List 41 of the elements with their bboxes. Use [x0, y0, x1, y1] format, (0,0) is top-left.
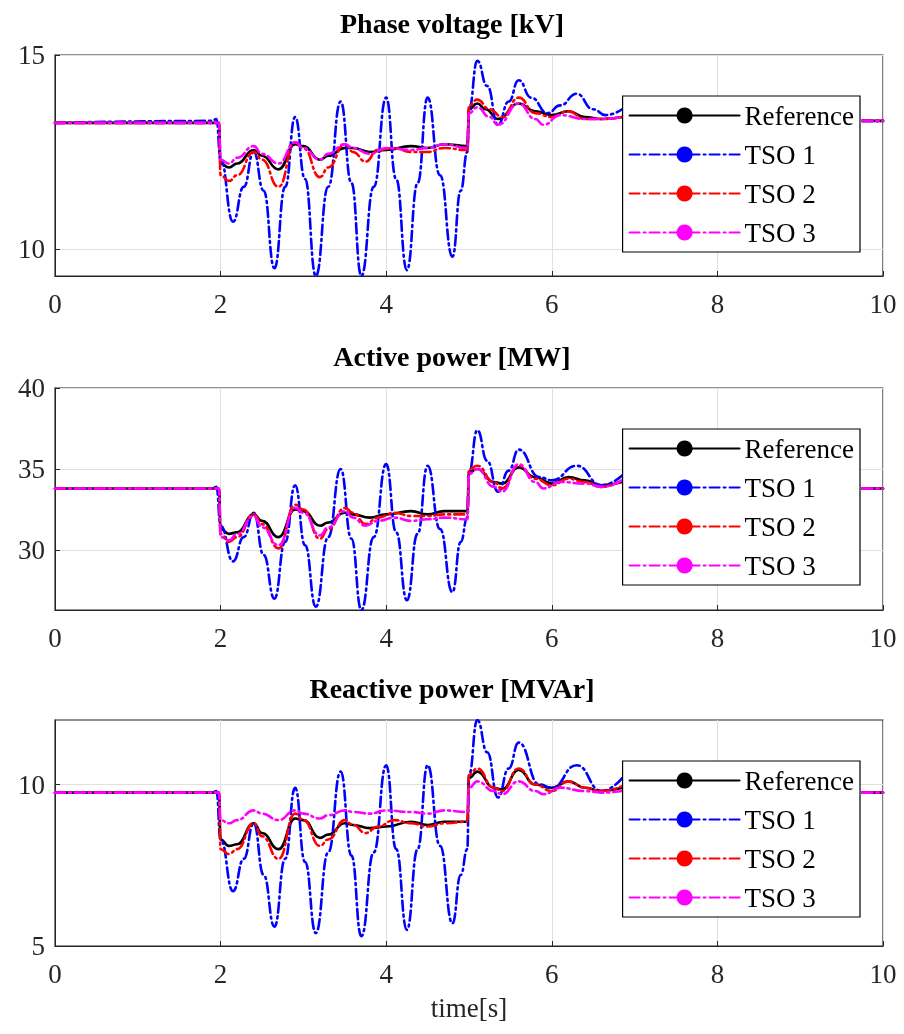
y-tick-label: 40	[18, 373, 45, 403]
legend-label: TSO 1	[744, 472, 816, 503]
x-tick-label: 6	[545, 622, 559, 653]
x-tick-label: 8	[710, 958, 725, 989]
x-tick-label: 4	[379, 288, 394, 319]
x-tick-label: 10	[869, 622, 897, 653]
x-axis-title: time[s]	[430, 992, 508, 1023]
x-tick-label: 0	[48, 288, 62, 319]
x-tick-label: 4	[379, 958, 394, 989]
y-tick-label: 10	[18, 769, 45, 800]
legend-label: TSO 3	[744, 550, 816, 581]
x-tick-label: 2	[213, 288, 228, 319]
y-tick-label: 30	[18, 535, 45, 566]
y-tick-label: 5	[31, 931, 45, 961]
x-tick-label: 2	[213, 958, 228, 989]
y-tick-label: 35	[18, 454, 45, 485]
x-tick-label: 6	[545, 958, 559, 989]
y-tick-label: 10	[18, 233, 45, 264]
legend-label: Reference	[744, 100, 855, 131]
legend-label: TSO 2	[744, 511, 816, 542]
x-tick-label: 2	[213, 622, 228, 653]
legend-label: TSO 2	[744, 843, 816, 874]
legend-label: Reference	[744, 433, 855, 464]
chart-title: Reactive power [MVAr]	[309, 672, 595, 704]
chart-title: Phase voltage [kV]	[340, 7, 564, 39]
x-tick-label: 8	[710, 622, 725, 653]
x-tick-label: 10	[869, 288, 897, 319]
x-tick-label: 0	[48, 958, 62, 989]
x-tick-label: 4	[379, 622, 394, 653]
x-tick-label: 6	[545, 288, 559, 319]
legend-label: TSO 2	[744, 178, 816, 209]
legend-label: TSO 3	[744, 217, 816, 248]
x-tick-label: 8	[710, 288, 725, 319]
legend-label: TSO 3	[744, 882, 816, 913]
legend-label: TSO 1	[744, 139, 816, 170]
x-tick-label: 0	[48, 622, 62, 653]
legend-label: Reference	[744, 765, 855, 796]
x-tick-label: 10	[869, 958, 897, 989]
y-tick-label: 15	[18, 40, 45, 70]
chart-title: Active power [MW]	[333, 340, 571, 372]
legend-label: TSO 1	[744, 804, 816, 835]
